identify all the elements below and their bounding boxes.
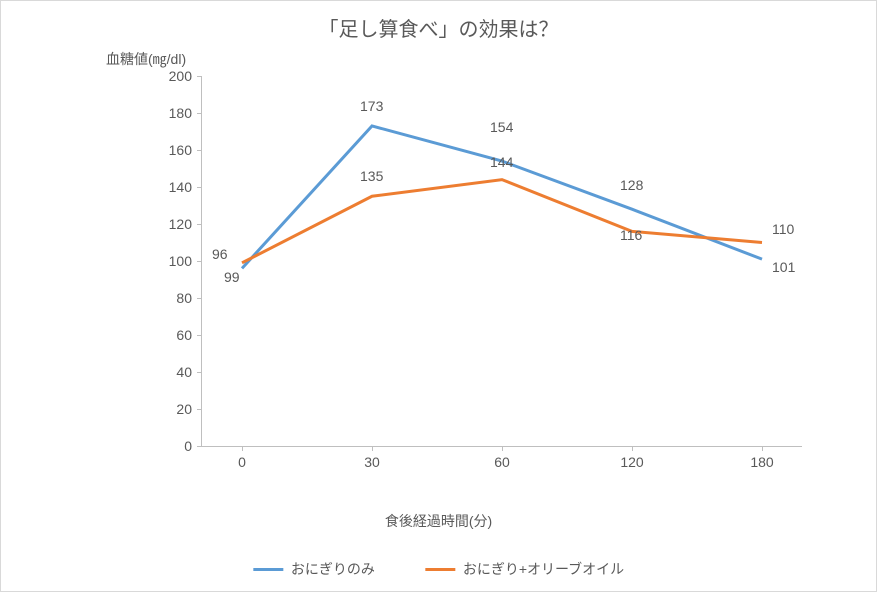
data-label: 173 [360,98,383,114]
chart-title: 「足し算食べ」の効果は？ [319,13,559,42]
y-tick-mark [197,372,202,373]
x-tick-mark [242,446,243,451]
data-label: 128 [620,177,643,193]
legend-label: おにぎりのみ [291,559,375,579]
data-label: 96 [212,246,228,262]
data-label: 154 [490,119,513,135]
legend-item: おにぎり+オリーブオイル [425,559,624,579]
x-tick-mark [632,446,633,451]
data-label: 144 [490,154,513,170]
data-label: 110 [772,221,794,237]
y-tick-mark [197,113,202,114]
y-tick-mark [197,224,202,225]
chart-container: 「足し算食べ」の効果は？ 血糖値(㎎/dl) 02040608010012014… [0,0,877,592]
x-tick-mark [372,446,373,451]
y-tick-mark [197,335,202,336]
legend-item: おにぎりのみ [253,559,375,579]
data-label: 99 [224,269,240,285]
y-tick-mark [197,187,202,188]
y-tick-mark [197,446,202,447]
x-tick-mark [762,446,763,451]
y-axis-label: 血糖値(㎎/dl) [106,49,186,69]
series-line [242,126,762,268]
plot-area: 0204060801001201401601802000306012018096… [201,76,802,447]
x-axis-label: 食後経過時間(分) [385,511,492,531]
x-tick-mark [502,446,503,451]
legend-label: おにぎり+オリーブオイル [463,559,624,579]
data-label: 116 [620,227,642,243]
y-tick-mark [197,298,202,299]
y-tick-mark [197,409,202,410]
y-tick-mark [197,261,202,262]
y-tick-mark [197,150,202,151]
data-label: 135 [360,168,383,184]
y-tick-mark [197,76,202,77]
series-line [242,180,762,263]
data-label: 101 [772,259,795,275]
legend-swatch [253,568,283,571]
legend-swatch [425,568,455,571]
legend: おにぎりのみ おにぎり+オリーブオイル [253,559,624,579]
